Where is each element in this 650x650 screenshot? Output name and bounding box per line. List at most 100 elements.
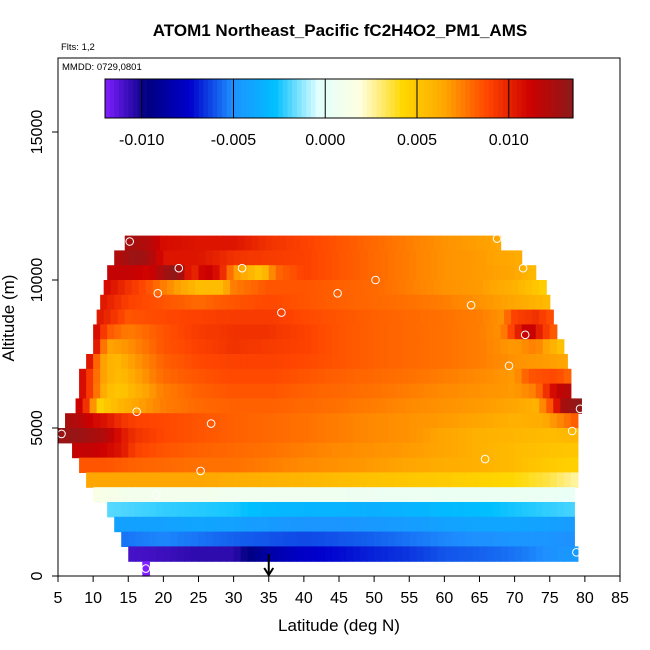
heatmap-cell <box>149 428 157 444</box>
heatmap-cell <box>542 546 551 562</box>
heatmap-cell <box>303 250 312 266</box>
heatmap-cell <box>121 502 129 518</box>
heatmap-cell <box>100 487 108 503</box>
heatmap-cell <box>528 546 537 562</box>
heatmap-cell <box>142 413 150 429</box>
heatmap-cell <box>233 531 242 547</box>
heatmap-cell <box>317 324 326 340</box>
heatmap-cell <box>314 309 323 325</box>
heatmap-cell <box>381 487 389 503</box>
heatmap-cell <box>528 294 537 311</box>
heatmap-cell <box>346 546 354 562</box>
heatmap-cell <box>367 442 375 459</box>
heatmap-cell <box>374 487 382 503</box>
colorbar-swatch <box>441 79 448 118</box>
heatmap-cell <box>518 309 526 325</box>
heatmap-cell <box>437 354 445 370</box>
heatmap-cell <box>360 546 368 562</box>
heatmap-cell <box>493 324 502 340</box>
heatmap-cell <box>409 442 417 459</box>
heatmap-cell <box>261 383 270 399</box>
heatmap-cell <box>152 309 161 325</box>
heatmap-cell <box>272 398 280 414</box>
y-tick-label: 10000 <box>29 258 46 303</box>
heatmap-cell <box>542 339 551 355</box>
heatmap-cell <box>409 413 417 429</box>
heatmap-cell <box>395 294 403 311</box>
heatmap-cell <box>402 354 410 370</box>
heatmap-cell <box>549 442 558 459</box>
heatmap-cell <box>219 457 228 473</box>
heatmap-cell <box>156 294 164 311</box>
heatmap-cell <box>546 309 554 325</box>
heatmap-cell <box>240 324 249 340</box>
heatmap-cell <box>549 354 558 370</box>
heatmap-cell <box>479 324 488 340</box>
heatmap-cell <box>486 472 495 488</box>
heatmap-cell <box>212 472 221 488</box>
heatmap-cell <box>286 398 294 414</box>
heatmap-cell <box>86 368 94 385</box>
heatmap-cell <box>402 487 410 503</box>
heatmap-cell <box>451 487 460 503</box>
heatmap-cell <box>205 428 214 444</box>
heatmap-cell <box>514 502 523 518</box>
heatmap-cell <box>212 294 221 311</box>
heatmap-cell <box>135 487 143 503</box>
heatmap-cell <box>93 324 101 340</box>
heatmap-cell <box>282 250 291 266</box>
heatmap-cell <box>367 472 375 488</box>
heatmap-cell <box>409 516 417 533</box>
heatmap-cell <box>444 354 452 370</box>
heatmap-cell <box>226 428 235 444</box>
heatmap-cell <box>331 502 340 518</box>
heatmap-cell <box>128 457 136 473</box>
heatmap-cell <box>451 250 460 266</box>
heatmap-cell <box>275 383 284 399</box>
heatmap-cell <box>212 339 221 355</box>
x-tick-label: 55 <box>400 590 418 607</box>
x-tick-label: 50 <box>365 590 383 607</box>
heatmap-cell <box>324 487 333 503</box>
heatmap-cell <box>430 250 438 266</box>
heatmap-cell <box>374 442 382 459</box>
heatmap-cell <box>293 398 301 414</box>
heatmap-cell <box>353 339 361 355</box>
heatmap-cell <box>532 398 540 414</box>
heatmap-cell <box>391 309 400 325</box>
heatmap-cell <box>310 428 319 444</box>
heatmap-cell <box>339 516 347 533</box>
heatmap-cell <box>296 383 305 399</box>
heatmap-cell <box>398 309 407 325</box>
heatmap-cell <box>437 502 445 518</box>
heatmap-cell <box>324 442 333 459</box>
heatmap-cell <box>483 398 491 414</box>
heatmap-cell <box>226 368 235 385</box>
heatmap-cell <box>275 265 284 281</box>
heatmap-cell <box>296 354 305 370</box>
heatmap-cell <box>219 442 228 459</box>
heatmap-cell <box>237 235 245 251</box>
heatmap-cell <box>409 368 417 385</box>
heatmap-cell <box>402 294 410 311</box>
colorbar-swatch <box>245 79 251 118</box>
heatmap-cell <box>486 428 495 444</box>
heatmap-cell <box>240 265 249 281</box>
heatmap-cell <box>395 442 403 459</box>
heatmap-cell <box>353 324 361 340</box>
heatmap-cell <box>170 294 179 311</box>
colorbar-swatch <box>207 79 214 118</box>
heatmap-cell <box>346 531 354 547</box>
heatmap-cell <box>514 324 523 340</box>
heatmap-cell <box>258 280 266 296</box>
heatmap-cell <box>198 294 207 311</box>
heatmap-cell <box>100 294 108 311</box>
heatmap-cell <box>346 428 354 444</box>
heatmap-cell <box>500 546 509 562</box>
heatmap-cell <box>212 487 221 503</box>
heatmap-cell <box>191 413 200 429</box>
heatmap-cell <box>107 442 115 459</box>
heatmap-cell <box>254 502 263 518</box>
heatmap-cell <box>430 442 438 459</box>
heatmap-cell <box>170 516 179 533</box>
